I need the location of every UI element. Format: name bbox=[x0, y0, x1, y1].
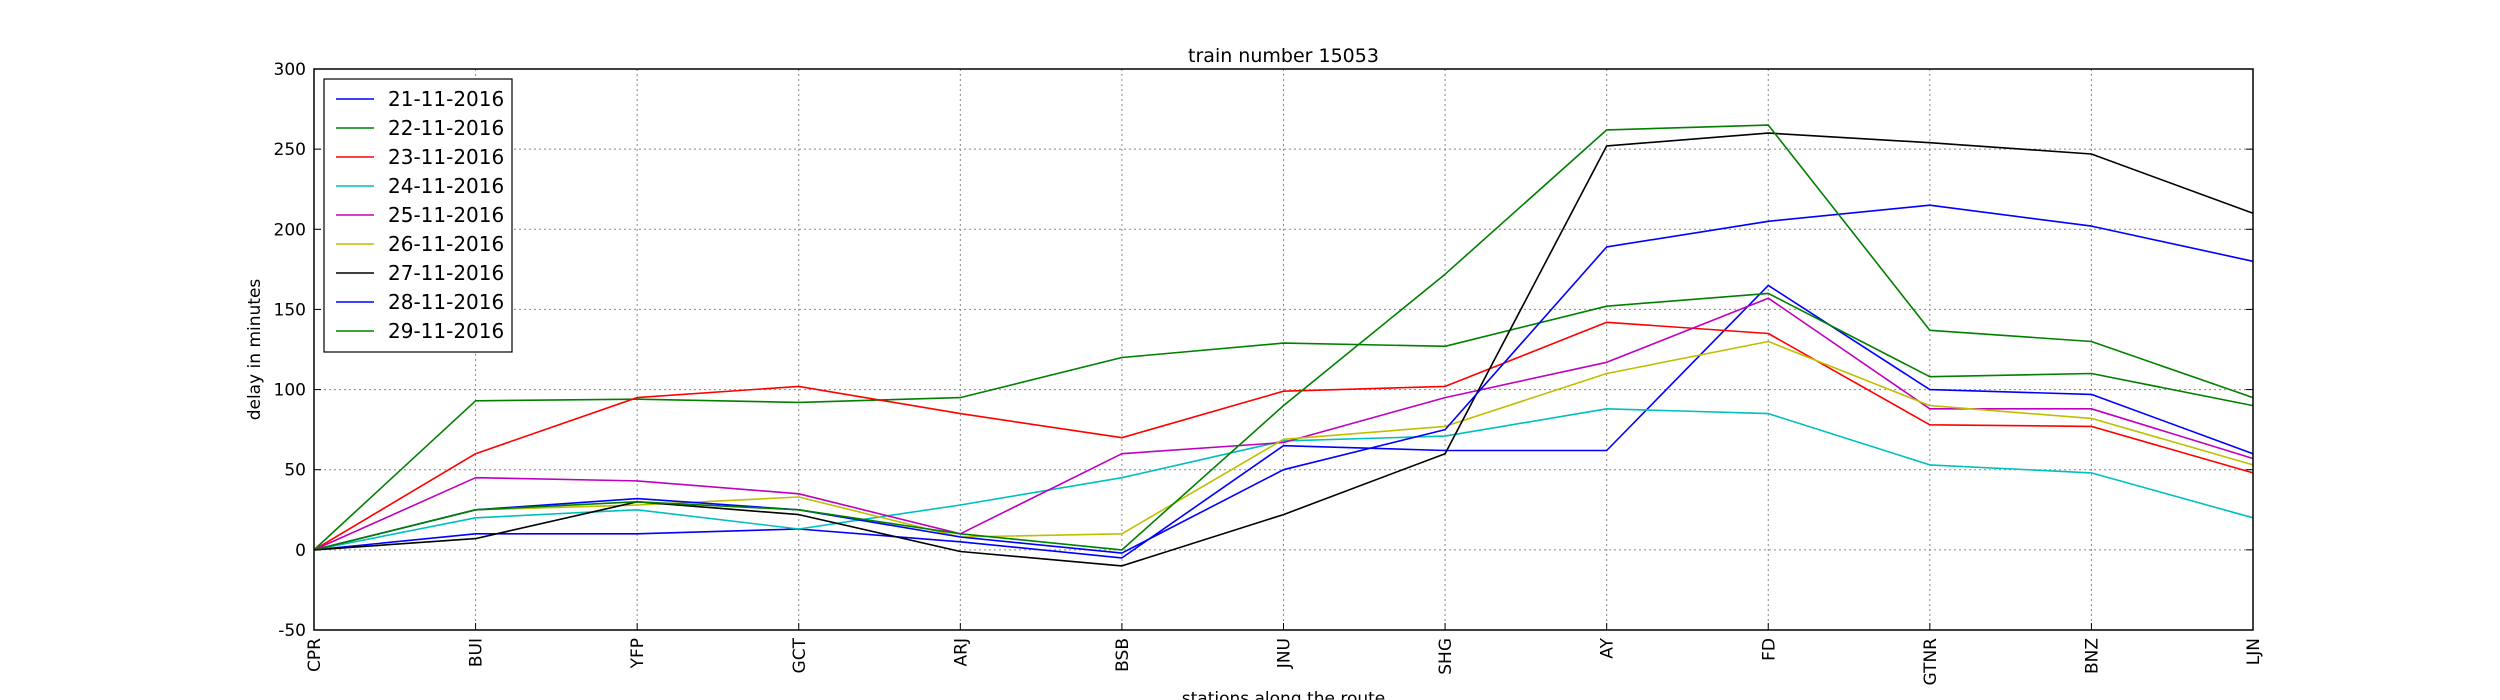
y-tick-label: 100 bbox=[274, 381, 306, 401]
y-tick-label: 50 bbox=[284, 461, 306, 481]
x-tick-label: YFP bbox=[628, 638, 648, 669]
series-line-22-11-2016 bbox=[313, 292, 2254, 551]
x-tick-label: LJN bbox=[2244, 638, 2264, 665]
y-tick-label: -50 bbox=[278, 621, 306, 641]
legend-label: 24-11-2016 bbox=[388, 174, 504, 198]
legend-label: 28-11-2016 bbox=[388, 290, 504, 314]
series-line-28-11-2016 bbox=[313, 204, 2254, 554]
series-line-25-11-2016 bbox=[313, 297, 2254, 551]
legend: 21-11-2016 22-11-2016 23-11-2016 24-11-2016… bbox=[323, 78, 513, 353]
series-line-21-11-2016 bbox=[313, 284, 2254, 559]
legend-label: 21-11-2016 bbox=[388, 87, 504, 111]
series-line-24-11-2016 bbox=[313, 407, 2254, 551]
legend-label: 25-11-2016 bbox=[388, 203, 504, 227]
x-tick-label: FD bbox=[1759, 638, 1779, 661]
x-tick-label: AY bbox=[1598, 637, 1618, 658]
x-tick-label: BSB bbox=[1113, 638, 1133, 672]
chart-title: train number 15053 bbox=[1188, 45, 1379, 67]
y-axis-label: delay in minutes bbox=[245, 279, 265, 421]
x-tick-label: JNU bbox=[1275, 638, 1295, 669]
y-tick-label: 300 bbox=[274, 60, 306, 80]
grid-lines bbox=[313, 68, 2254, 631]
y-tick-label: 250 bbox=[274, 140, 306, 160]
x-tick-label: SHG bbox=[1436, 638, 1456, 675]
y-axis-ticks: -50 0 50 100 150 200 250 300 bbox=[274, 60, 2253, 641]
series-line-26-11-2016 bbox=[313, 340, 2254, 551]
x-axis-label: stations along the route bbox=[1182, 689, 1386, 700]
x-tick-label: GTNR bbox=[1921, 638, 1941, 686]
legend-label: 23-11-2016 bbox=[388, 145, 504, 169]
x-axis-ticks: CPR BUI YFP GCT ARJ BSB JNU SHG AY FD GTNR BNZ LJN bbox=[305, 623, 2264, 685]
x-tick-label: BNZ bbox=[2082, 638, 2102, 674]
x-tick-label: ARJ bbox=[951, 638, 971, 666]
x-tick-label: CPR bbox=[305, 638, 325, 672]
x-tick-label: GCT bbox=[790, 637, 810, 673]
legend-label: 27-11-2016 bbox=[388, 261, 504, 285]
x-tick-label: BUI bbox=[467, 638, 487, 667]
legend-label: 26-11-2016 bbox=[388, 232, 504, 256]
series-lines bbox=[313, 124, 2254, 567]
y-tick-label: 200 bbox=[274, 220, 306, 240]
legend-label: 22-11-2016 bbox=[388, 116, 504, 140]
series-line-23-11-2016 bbox=[313, 321, 2254, 551]
series-line-29-11-2016 bbox=[313, 124, 2254, 551]
y-tick-label: 150 bbox=[274, 300, 306, 320]
legend-label: 29-11-2016 bbox=[388, 319, 504, 343]
y-tick-label: 0 bbox=[295, 541, 306, 561]
